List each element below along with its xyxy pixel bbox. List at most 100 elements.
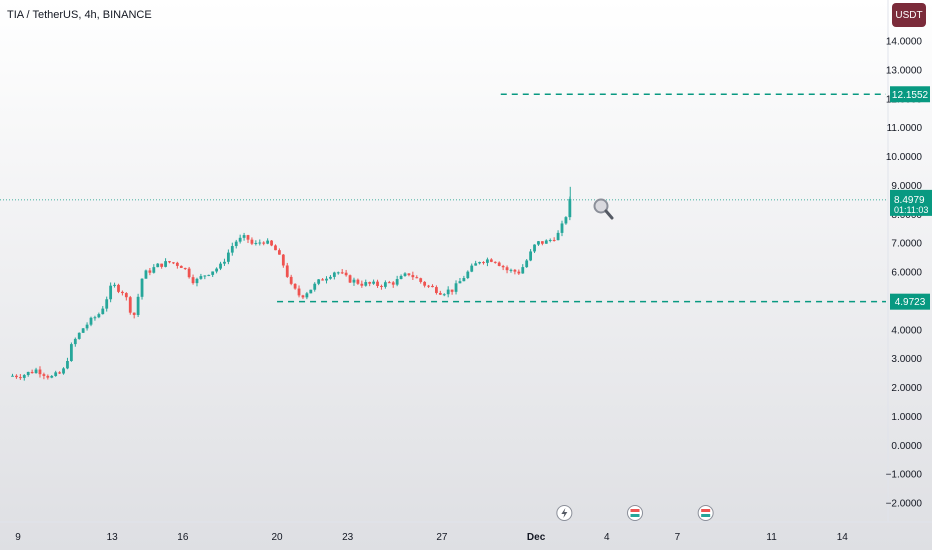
candle-body [136, 296, 140, 315]
candle-body [160, 263, 164, 267]
price-tick-label: 2.0000 [891, 383, 922, 394]
candle-body [234, 241, 238, 247]
candle-body [380, 285, 383, 287]
candle-body [77, 332, 81, 339]
candle-body [69, 344, 73, 362]
candle-body [552, 239, 556, 241]
time-tick-label: 13 [107, 532, 119, 543]
candle-body [513, 269, 517, 272]
candle-body [458, 281, 462, 284]
price-tick-label: 4.0000 [891, 325, 922, 336]
candle-body [548, 239, 552, 241]
candle-body [438, 292, 442, 295]
candle-body [407, 273, 411, 276]
price-tick-label: 1.0000 [891, 412, 922, 423]
candle-body [156, 263, 160, 268]
candle-body [321, 279, 324, 281]
candle-body [329, 276, 332, 279]
candle-body [356, 279, 360, 284]
candle-body [383, 282, 387, 287]
candle-body [529, 251, 533, 261]
candle-body [164, 261, 167, 267]
candle-body [15, 375, 18, 378]
candle-body [11, 375, 14, 377]
flag-icon [627, 505, 644, 521]
candle-body [344, 272, 348, 276]
time-tick-label: 23 [342, 532, 354, 543]
candle-body [124, 293, 128, 298]
candle-body [415, 277, 419, 279]
candle-body [313, 283, 317, 290]
time-tick-label: 9 [15, 532, 21, 543]
flag-icon [697, 505, 714, 521]
candle-body [140, 278, 144, 297]
candle-body [281, 254, 285, 266]
candle-body [132, 312, 136, 315]
candles [11, 186, 572, 381]
candle-body [305, 293, 309, 298]
symbol-title[interactable]: TIA / TetherUS, 4h, BINANCE [7, 9, 152, 21]
price-tick-label: 14.0000 [886, 37, 923, 48]
price-tick-label: 7.0000 [891, 239, 922, 250]
candle-body [486, 259, 489, 263]
time-tick-label: Dec [527, 532, 546, 543]
candle-body [121, 291, 124, 294]
candle-body [54, 372, 58, 376]
candle-body [450, 289, 454, 292]
candle-body [301, 295, 305, 298]
candle-body [97, 314, 101, 318]
candle-body [34, 369, 38, 374]
candle-body [187, 268, 191, 278]
candle-body [195, 278, 199, 284]
time-tick-label: 4 [604, 532, 610, 543]
candle-body [352, 279, 356, 283]
candle-body [73, 338, 77, 345]
candle-body [18, 377, 22, 379]
candle-body [482, 262, 485, 264]
price-tick-label: 3.0000 [891, 354, 922, 365]
candle-body [564, 217, 568, 224]
candle-body [191, 277, 195, 284]
candle-body [172, 262, 175, 264]
candle-body [446, 289, 450, 295]
candle-body [128, 297, 132, 313]
candle-body [242, 235, 246, 238]
candle-body [497, 262, 501, 266]
candle-body [199, 276, 203, 279]
currency-button[interactable]: USDT [892, 3, 926, 27]
candle-body [30, 371, 34, 374]
candle-body [50, 375, 54, 378]
candle-body [246, 235, 250, 240]
candle-body [454, 283, 458, 292]
candle-body [211, 271, 215, 275]
candle-body [81, 328, 85, 333]
candle-body [250, 239, 254, 244]
candle-body [148, 270, 152, 273]
candle-body [376, 281, 379, 286]
candle-body [517, 271, 521, 274]
price-tick-label: 6.0000 [891, 268, 922, 279]
level-price-badge [890, 86, 930, 103]
price-tick-label: −1.0000 [886, 470, 923, 481]
candle-body [89, 317, 93, 325]
level-price-label: 4.9723 [895, 297, 926, 308]
candle-body [105, 299, 109, 309]
candle-body [42, 374, 46, 376]
candle-body [101, 308, 105, 315]
candle-body [258, 242, 262, 244]
candle-body [46, 375, 50, 378]
candle-body [489, 259, 493, 262]
candle-body [442, 294, 446, 296]
candle-body [117, 284, 120, 292]
time-tick-label: 11 [766, 532, 777, 543]
candle-body [58, 372, 62, 374]
candle-body [533, 244, 536, 252]
candle-body [223, 261, 226, 264]
level-price-badge [890, 293, 930, 310]
candle-body [368, 282, 372, 284]
candle-body [348, 275, 352, 283]
candle-body [403, 273, 407, 276]
candle-body [387, 282, 391, 284]
